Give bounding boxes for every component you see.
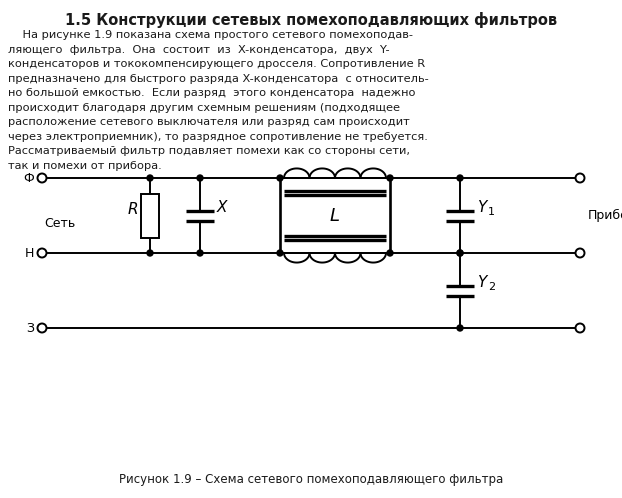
Text: происходит благодаря другим схемным решениям (подходящее: происходит благодаря другим схемным реше…	[8, 103, 400, 113]
Text: но большой емкостью.  Если разряд  этого конденсатора  надежно: но большой емкостью. Если разряд этого к…	[8, 88, 415, 98]
Text: ляющего  фильтра.  Она  состоит  из  X-конденсатора,  двух  Y-: ляющего фильтра. Она состоит из X-конден…	[8, 44, 389, 54]
Text: Ф: Ф	[23, 171, 34, 184]
Circle shape	[457, 250, 463, 256]
Text: предназначено для быстрого разряда X-конденсатора  с относитель-: предназначено для быстрого разряда X-кон…	[8, 74, 429, 84]
Text: Y: Y	[477, 200, 486, 215]
Text: Н: Н	[25, 247, 34, 259]
Circle shape	[457, 250, 463, 256]
Circle shape	[37, 249, 47, 257]
Circle shape	[37, 324, 47, 333]
Text: 2: 2	[488, 281, 495, 291]
Text: расположение сетевого выключателя или разряд сам происходит: расположение сетевого выключателя или ра…	[8, 117, 410, 127]
Circle shape	[147, 175, 153, 181]
Text: Рассматриваемый фильтр подавляет помехи как со стороны сети,: Рассматриваемый фильтр подавляет помехи …	[8, 146, 410, 156]
Circle shape	[197, 250, 203, 256]
Text: R: R	[128, 202, 138, 217]
Circle shape	[387, 175, 393, 181]
Text: Рисунок 1.9 – Схема сетевого помехоподавляющего фильтра: Рисунок 1.9 – Схема сетевого помехоподав…	[119, 473, 503, 486]
Text: L: L	[330, 207, 340, 225]
Circle shape	[147, 250, 153, 256]
Text: Y: Y	[477, 275, 486, 290]
Circle shape	[277, 175, 283, 181]
Circle shape	[457, 175, 463, 181]
Bar	[141, 194, 159, 238]
Text: 1.5 Конструкции сетевых помехоподавляющих фильтров: 1.5 Конструкции сетевых помехоподавляющи…	[65, 12, 557, 28]
Circle shape	[575, 324, 585, 333]
Circle shape	[387, 250, 393, 256]
Circle shape	[457, 325, 463, 331]
Text: через электроприемник), то разрядное сопротивление не требуется.: через электроприемник), то разрядное соп…	[8, 131, 428, 141]
Text: 1: 1	[488, 207, 495, 217]
Circle shape	[277, 250, 283, 256]
Text: Сеть: Сеть	[44, 217, 75, 230]
Circle shape	[197, 175, 203, 181]
Text: X: X	[217, 200, 228, 215]
Text: На рисунке 1.9 показана схема простого сетевого помехоподав-: На рисунке 1.9 показана схема простого с…	[8, 30, 413, 40]
Text: З: З	[26, 322, 34, 335]
Text: так и помехи от прибора.: так и помехи от прибора.	[8, 160, 162, 170]
Circle shape	[575, 173, 585, 182]
Text: Прибор: Прибор	[588, 209, 622, 222]
Text: конденсаторов и тококомпенсирующего дросселя. Сопротивление R: конденсаторов и тококомпенсирующего дрос…	[8, 59, 425, 69]
Circle shape	[575, 249, 585, 257]
Circle shape	[37, 173, 47, 182]
